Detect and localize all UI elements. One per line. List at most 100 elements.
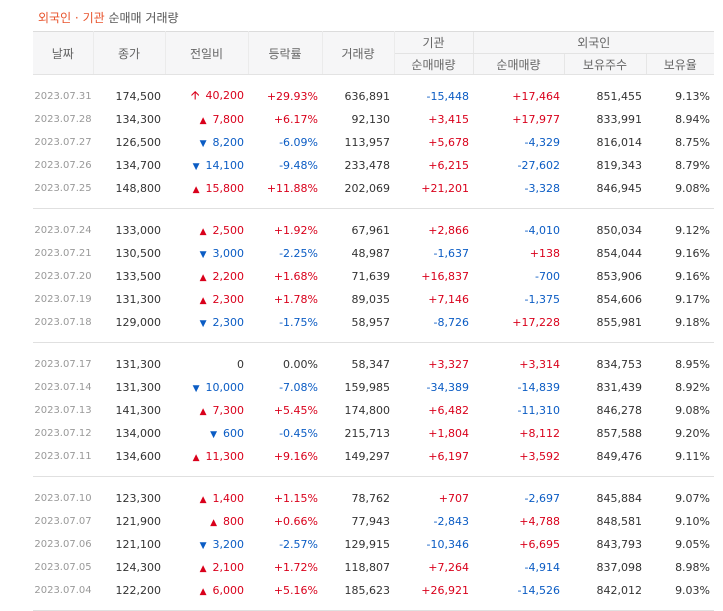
cell-volume: 118,807 [344, 561, 391, 574]
cell-holdings: 831,439 [596, 381, 643, 394]
triangle-up-icon: ▲ [199, 495, 207, 505]
cell-rate: +1.15% [273, 492, 318, 505]
cell-foreign-net: +3,592 [519, 450, 560, 463]
cell-volume: 67,961 [351, 224, 391, 237]
cell-holding-ratio: 9.08% [675, 182, 711, 195]
cell-change-value: 10,000 [205, 381, 245, 394]
cell-holding-ratio: 9.05% [675, 538, 711, 551]
cell-volume: 48,987 [351, 247, 391, 260]
triangle-down-icon: ▼ [199, 541, 207, 551]
group-divider [33, 200, 715, 209]
header-foreign-group: 외국인 [472, 31, 715, 54]
cell-holdings: 849,476 [596, 450, 643, 463]
cell-holding-ratio: 8.79% [675, 159, 711, 172]
cell-close: 134,700 [115, 159, 162, 172]
table-row: 2023.07.11 134,600 ▲ 11,300 +9.16% 149,297 +6,… [33, 445, 714, 468]
triangle-up-icon: ▲ [192, 185, 200, 195]
group-spacer [33, 209, 714, 220]
cell-volume: 215,713 [344, 427, 391, 440]
cell-change: ▼ 2,300 [165, 311, 248, 334]
cell-change: ▼ 600 [165, 422, 248, 445]
cell-change-value: 800 [223, 515, 244, 528]
cell-institution-net: +21,201 [421, 182, 469, 195]
cell-holding-ratio: 9.11% [675, 450, 711, 463]
table-row: 2023.07.25 148,800 ▲ 15,800 +11.88% 202,069 +2… [33, 177, 714, 200]
cell-rate: +1.72% [273, 561, 318, 574]
cell-foreign-net: +4,788 [519, 515, 560, 528]
cell-volume: 636,891 [344, 90, 391, 103]
cell-rate: +0.66% [273, 515, 318, 528]
cell-rate: -7.08% [279, 381, 318, 394]
triangle-down-icon: ▼ [199, 139, 207, 149]
triangle-up-icon: ▲ [192, 453, 200, 463]
cell-holding-ratio: 8.75% [675, 136, 711, 149]
group-spacer [33, 75, 714, 86]
cell-close: 124,300 [115, 561, 162, 574]
investor-trading-table: 날짜 종가 전일비 등락률 거래량 기관 외국인 순매매량 순매매량 보유주수 … [33, 31, 715, 611]
cell-volume: 129,915 [344, 538, 391, 551]
cell-foreign-net: -1,375 [524, 293, 560, 306]
cell-holdings: 854,606 [596, 293, 643, 306]
cell-change-value: 1,400 [212, 492, 245, 505]
cell-rate: +1.92% [273, 224, 318, 237]
cell-date: 2023.07.24 [34, 225, 92, 236]
triangle-up-icon: ▲ [199, 407, 207, 417]
table-row: 2023.07.06 121,100 ▼ 3,200 -2.57% 129,915 -10,… [33, 533, 714, 556]
cell-date: 2023.07.17 [34, 359, 92, 370]
cell-rate: 0.00% [283, 358, 318, 371]
cell-close: 122,200 [115, 584, 162, 597]
cell-volume: 233,478 [344, 159, 391, 172]
cell-date: 2023.07.14 [34, 382, 92, 393]
cell-change-value: 2,300 [212, 316, 245, 329]
section-title-rest: 순매매 거래량 [104, 11, 179, 25]
cell-volume: 202,069 [344, 182, 391, 195]
cell-institution-net: +6,215 [428, 159, 469, 172]
cell-change: ▼ 3,000 [165, 242, 248, 265]
cell-foreign-net: -2,697 [524, 492, 560, 505]
cell-date: 2023.07.04 [34, 585, 92, 596]
cell-foreign-net: +6,695 [519, 538, 560, 551]
group-divider [33, 334, 715, 343]
table-row: 2023.07.20 133,500 ▲ 2,200 +1.68% 71,639 +16,8… [33, 265, 714, 288]
cell-holdings: 833,991 [596, 113, 643, 126]
cell-date: 2023.07.20 [34, 271, 92, 282]
cell-close: 134,600 [115, 450, 162, 463]
cell-date: 2023.07.27 [34, 137, 92, 148]
cell-volume: 58,347 [351, 358, 391, 371]
cell-date: 2023.07.13 [34, 405, 92, 416]
cell-rate: +1.68% [273, 270, 318, 283]
cell-close: 141,300 [115, 404, 162, 417]
cell-change-value: 8,200 [212, 136, 245, 149]
cell-holding-ratio: 8.92% [675, 381, 711, 394]
cell-holdings: 853,906 [596, 270, 643, 283]
table-row: 2023.07.19 131,300 ▲ 2,300 +1.78% 89,035 +7,14… [33, 288, 714, 311]
table-row: 2023.07.13 141,300 ▲ 7,300 +5.45% 174,800 +6,4… [33, 399, 714, 422]
cell-volume: 149,297 [344, 450, 391, 463]
cell-foreign-net: +17,228 [512, 316, 560, 329]
cell-change: 🡩 40,200 [165, 85, 248, 108]
cell-change: ▲ 6,000 [165, 579, 248, 602]
table-row: 2023.07.28 134,300 ▲ 7,800 +6.17% 92,130 +3,41… [33, 108, 714, 131]
cell-institution-net: +3,415 [428, 113, 469, 126]
triangle-down-icon: ▼ [192, 162, 200, 172]
table-body: 2023.07.31 174,500 🡩 40,200 +29.93% 636,891 -1… [33, 75, 715, 611]
triangle-down-icon: ▼ [199, 319, 207, 329]
cell-date: 2023.07.26 [34, 160, 92, 171]
table-row: 2023.07.10 123,300 ▲ 1,400 +1.15% 78,762 +707 -… [33, 487, 714, 510]
cell-volume: 71,639 [351, 270, 391, 283]
cell-rate: +1.78% [273, 293, 318, 306]
cell-close: 131,300 [115, 358, 162, 371]
table-row: 2023.07.04 122,200 ▲ 6,000 +5.16% 185,623 +26,… [33, 579, 714, 602]
cell-date: 2023.07.12 [34, 428, 92, 439]
cell-holdings: 837,098 [596, 561, 643, 574]
cell-holdings: 855,981 [596, 316, 643, 329]
cell-holding-ratio: 9.07% [675, 492, 711, 505]
cell-volume: 92,130 [351, 113, 391, 126]
cell-rate: -2.57% [279, 538, 318, 551]
table-row: 2023.07.31 174,500 🡩 40,200 +29.93% 636,891 -1… [33, 85, 714, 108]
cell-change: ▲ 7,300 [165, 399, 248, 422]
cell-close: 133,500 [115, 270, 162, 283]
cell-change: ▲ 15,800 [165, 177, 248, 200]
cell-institution-net: +6,482 [428, 404, 469, 417]
cell-close: 148,800 [115, 182, 162, 195]
